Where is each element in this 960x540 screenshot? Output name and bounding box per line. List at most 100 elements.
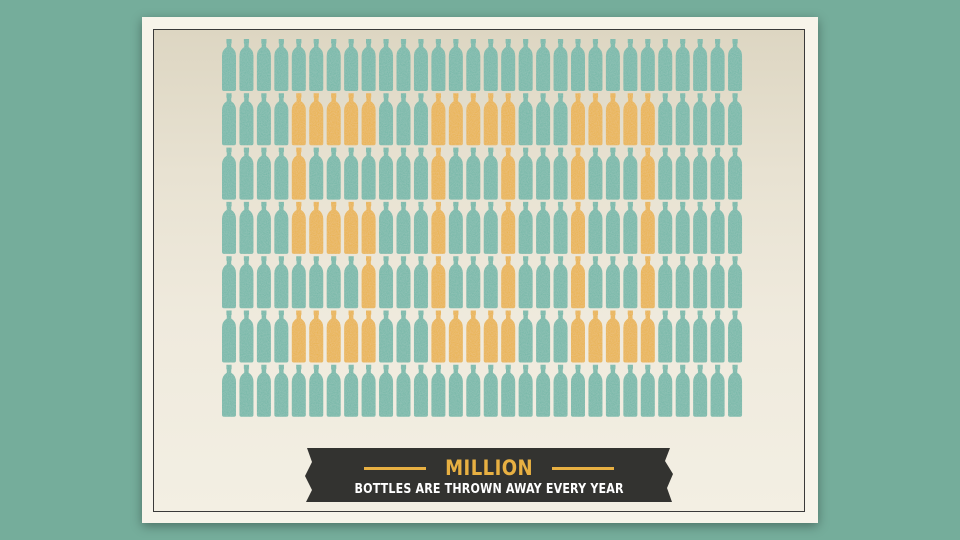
bottle	[466, 364, 481, 417]
bottle	[623, 147, 638, 200]
bottle	[448, 39, 463, 91]
bottle	[239, 256, 254, 309]
highlighted-bottle	[501, 201, 516, 254]
highlighted-bottle	[483, 310, 498, 363]
highlighted-bottle	[361, 93, 376, 146]
highlighted-bottle	[571, 147, 585, 200]
bottle	[222, 201, 236, 254]
bottle	[501, 364, 516, 417]
bottle	[710, 256, 725, 309]
bottle	[379, 93, 394, 146]
bottle	[396, 147, 411, 200]
highlighted-bottle	[344, 93, 359, 146]
bottle	[483, 39, 498, 91]
highlighted-bottle	[640, 310, 655, 363]
bottle	[291, 364, 306, 417]
bottle	[693, 201, 708, 254]
bottle	[239, 93, 254, 146]
highlighted-bottle	[571, 256, 585, 309]
bottle	[413, 256, 428, 309]
bottle	[675, 364, 690, 417]
bottle	[256, 256, 271, 309]
headline-rule-right	[552, 466, 615, 470]
bottle	[309, 256, 324, 309]
bottle	[413, 364, 428, 417]
bottle	[728, 201, 743, 254]
bottle	[413, 93, 428, 146]
bottle	[675, 39, 690, 91]
bottle	[536, 310, 551, 363]
bottle	[588, 39, 603, 91]
bottle	[396, 256, 411, 309]
bottle	[728, 39, 743, 91]
bottle	[379, 201, 394, 254]
bottle	[413, 201, 428, 254]
bottle	[623, 39, 638, 91]
infographic-card: MILLION BOTTLES ARE THROWN AWAY EVERY YE…	[142, 17, 818, 523]
highlighted-bottle	[291, 310, 306, 363]
bottle	[536, 147, 551, 200]
bottle	[448, 201, 463, 254]
bottle	[728, 310, 743, 363]
bottle	[658, 201, 673, 254]
highlighted-bottle	[361, 310, 376, 363]
highlighted-bottle	[483, 93, 498, 146]
bottle	[326, 147, 341, 200]
bottle	[274, 93, 289, 146]
bottle	[710, 39, 725, 91]
bottle	[326, 256, 341, 309]
bottle	[710, 364, 725, 417]
bottle	[413, 147, 428, 200]
bottle	[571, 364, 585, 417]
bottle	[274, 147, 289, 200]
bottle	[309, 39, 324, 91]
bottle	[274, 39, 289, 91]
highlighted-bottle	[326, 201, 341, 254]
bottle	[379, 310, 394, 363]
bottle	[640, 364, 655, 417]
highlighted-bottle	[431, 310, 446, 363]
bottle	[466, 147, 481, 200]
bottle	[710, 201, 725, 254]
bottle	[291, 39, 306, 91]
bottle	[431, 39, 446, 91]
highlighted-bottle	[640, 201, 655, 254]
highlighted-bottle	[326, 310, 341, 363]
bottle	[605, 201, 620, 254]
bottle	[536, 39, 551, 91]
bottle	[291, 256, 306, 309]
bottle	[361, 147, 376, 200]
highlighted-bottle	[431, 93, 446, 146]
bottle	[466, 256, 481, 309]
highlighted-bottle	[431, 256, 446, 309]
highlighted-bottle	[588, 310, 603, 363]
bottle	[448, 364, 463, 417]
subline-label: BOTTLES ARE THROWN AWAY EVERY YEAR	[354, 481, 624, 497]
highlighted-bottle	[309, 201, 324, 254]
bottle	[553, 39, 568, 91]
bottle	[309, 364, 324, 417]
bottle	[344, 39, 359, 91]
bottle	[536, 201, 551, 254]
bottle	[274, 364, 289, 417]
bottle	[588, 201, 603, 254]
highlighted-bottle	[571, 310, 585, 363]
highlighted-bottle	[291, 147, 306, 200]
bottle	[693, 93, 708, 146]
subline-text: BOTTLES ARE THROWN AWAY EVERY YEAR	[304, 481, 674, 497]
bottle	[239, 364, 254, 417]
bottle	[658, 93, 673, 146]
bottle	[501, 39, 516, 91]
bottle	[675, 147, 690, 200]
bottle	[256, 364, 271, 417]
bottle	[344, 256, 359, 309]
highlighted-bottle	[344, 201, 359, 254]
bottle	[483, 364, 498, 417]
highlighted-bottle	[571, 93, 585, 146]
bottle	[239, 147, 254, 200]
bottle	[483, 147, 498, 200]
highlighted-bottle	[291, 201, 306, 254]
highlighted-bottle	[623, 93, 638, 146]
bottle	[274, 201, 289, 254]
bottle	[536, 364, 551, 417]
